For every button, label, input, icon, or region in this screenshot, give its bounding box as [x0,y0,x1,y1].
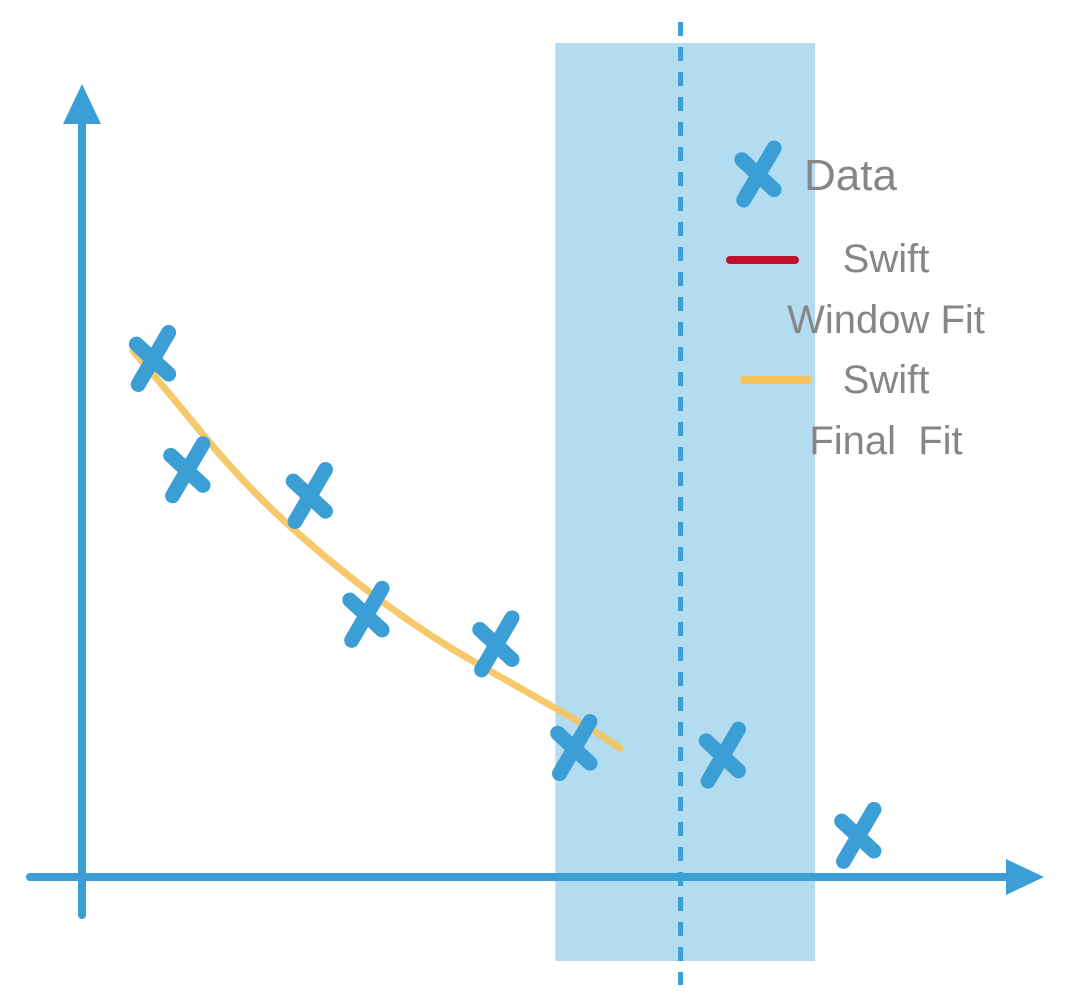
x-axis-arrowhead [1006,859,1044,895]
shaded-window-region [555,43,816,961]
data-point-7 [698,721,746,789]
data-point-5 [472,610,520,678]
legend-label-swift-final-fit-line1: Swift [843,358,930,402]
data-point-3 [285,461,333,529]
legend: Data Swift Window Fit Swift Final Fit [726,140,985,463]
legend-label-swift-window-fit-line1: Swift [843,237,930,281]
window-layer [555,22,816,985]
axes-layer [26,84,1044,919]
series-layer [128,324,882,869]
data-point-6 [550,714,598,782]
y-axis-arrowhead [63,84,101,124]
series-line-swift-final-fit [129,347,624,752]
legend-data-x-icon [734,140,782,208]
legend-label-data: Data [804,151,897,200]
data-point-2 [163,436,211,504]
legend-label-swift-window-fit-line2: Window Fit [787,298,985,342]
legend-label-swift-final-fit-line2: Final Fit [809,419,962,463]
data-point-1 [128,324,177,392]
data-point-4 [342,580,390,648]
data-point-8 [834,801,882,869]
